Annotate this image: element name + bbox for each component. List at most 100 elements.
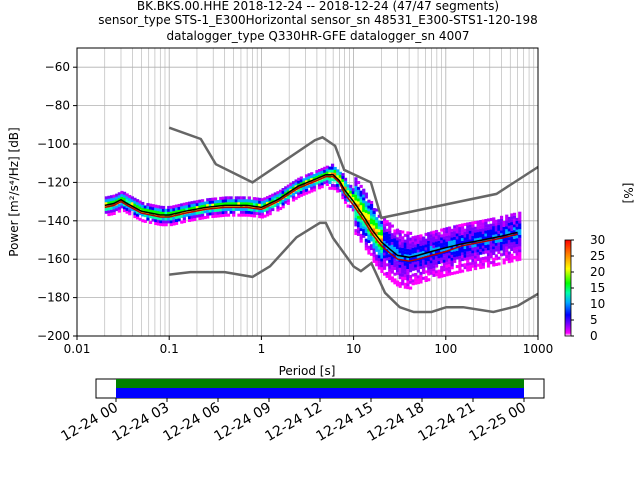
heatmap-cell (299, 187, 303, 192)
heatmap-cell (354, 208, 358, 213)
heatmap-cell (382, 261, 387, 265)
heatmap-cell (133, 215, 137, 219)
heatmap-cell (406, 257, 410, 261)
heatmap-cell (286, 196, 290, 200)
heatmap-cell (380, 267, 384, 271)
heatmap-cell (354, 185, 358, 189)
heatmap-cell (510, 247, 514, 252)
heatmap-cell (427, 243, 431, 247)
heatmap-cell (265, 198, 270, 203)
x-tick-label: 1000 (523, 342, 554, 356)
heatmap-cell (237, 199, 241, 203)
heatmap-cell (466, 231, 470, 235)
heatmap-cell (187, 218, 192, 222)
heatmap-cell (325, 171, 329, 175)
heatmap-cell (187, 207, 192, 211)
heatmap-cell (206, 201, 210, 205)
heatmap-cell (213, 200, 218, 204)
heatmap-cell (406, 251, 410, 255)
heatmap-cell (401, 270, 405, 274)
heatmap-cell (515, 258, 519, 262)
heatmap-cell (406, 271, 410, 275)
heatmap-cell (224, 210, 228, 214)
heatmap-cell (497, 262, 501, 266)
heatmap-cell (494, 225, 498, 229)
heatmap-cell (497, 219, 501, 223)
heatmap-cell (476, 234, 480, 238)
heatmap-cell (198, 205, 202, 209)
heatmap-cell (213, 197, 218, 201)
heatmap-cell (388, 265, 392, 269)
colorbar-tick-label: 15 (590, 281, 605, 295)
heatmap-cell (325, 165, 329, 169)
heatmap-cell (364, 227, 368, 231)
heatmap-cell (437, 246, 441, 250)
heatmap-cell (395, 283, 400, 287)
heatmap-cell (377, 252, 381, 256)
heatmap-cell (385, 251, 389, 255)
heatmap-cell (232, 207, 236, 211)
heatmap-cell (135, 204, 140, 208)
heatmap-cell (364, 241, 368, 245)
heatmap-cell (115, 208, 119, 212)
heatmap-cell (468, 256, 472, 260)
heatmap-cell (471, 261, 475, 265)
heatmap-cell (258, 209, 262, 213)
heatmap-cell (434, 238, 439, 242)
heatmap-cell (398, 264, 402, 268)
heatmap-cell (135, 202, 140, 206)
heatmap-cell (198, 214, 202, 218)
heatmap-cell (258, 212, 262, 216)
heatmap-cell (401, 276, 405, 280)
heatmap-cell (450, 257, 454, 261)
heatmap-cell (440, 237, 444, 241)
y-axis-ticks: −60−80−100−120−140−160−180−200 (37, 60, 77, 343)
heatmap-cell (325, 168, 329, 172)
heatmap-cell (421, 239, 426, 243)
heatmap-cell (476, 249, 480, 253)
heatmap-cell (211, 197, 215, 201)
heatmap-cell (167, 205, 171, 209)
heatmap-cell (161, 217, 166, 221)
heatmap-cell (245, 207, 249, 211)
heatmap-cell (359, 239, 363, 243)
heatmap-cell (414, 255, 418, 259)
heatmap-cell (481, 256, 485, 261)
heatmap-cell (359, 199, 363, 203)
heatmap-cell (369, 203, 374, 207)
heatmap-cell (362, 203, 366, 207)
heatmap-cell (356, 195, 361, 199)
heatmap-cell (421, 276, 426, 280)
heatmap-cell (403, 256, 407, 260)
heatmap-cell (468, 247, 472, 251)
heatmap-cell (154, 219, 158, 223)
heatmap-cell (317, 168, 322, 173)
heatmap-cell (411, 267, 415, 271)
heatmap-cell (460, 226, 465, 230)
heatmap-cell (460, 246, 465, 250)
heatmap-cell (494, 242, 498, 246)
heatmap-cell (408, 275, 413, 279)
heatmap-cell (484, 230, 488, 234)
heatmap-cell (453, 228, 457, 232)
heatmap-cell (211, 200, 215, 204)
heatmap-cell (421, 250, 426, 254)
heatmap-cell (330, 169, 335, 173)
heatmap-cell (432, 233, 436, 237)
heatmap-cell (190, 218, 194, 222)
heatmap-cell (294, 179, 298, 183)
heatmap-cell (499, 221, 504, 225)
heatmap-cell (515, 255, 519, 259)
heatmap-cell (377, 266, 381, 270)
heatmap-cell (492, 260, 496, 264)
heatmap-cell (349, 184, 353, 188)
heatmap-cell (169, 205, 173, 209)
heatmap-cell (354, 220, 358, 224)
heatmap-cell (125, 210, 129, 214)
heatmap-cell (437, 237, 441, 241)
timeline-tick-label: 12-24 21 (415, 400, 478, 445)
heatmap-cell (406, 263, 410, 267)
heatmap-cell (401, 267, 405, 272)
heatmap-cell (122, 197, 127, 201)
heatmap-cell (177, 203, 181, 208)
